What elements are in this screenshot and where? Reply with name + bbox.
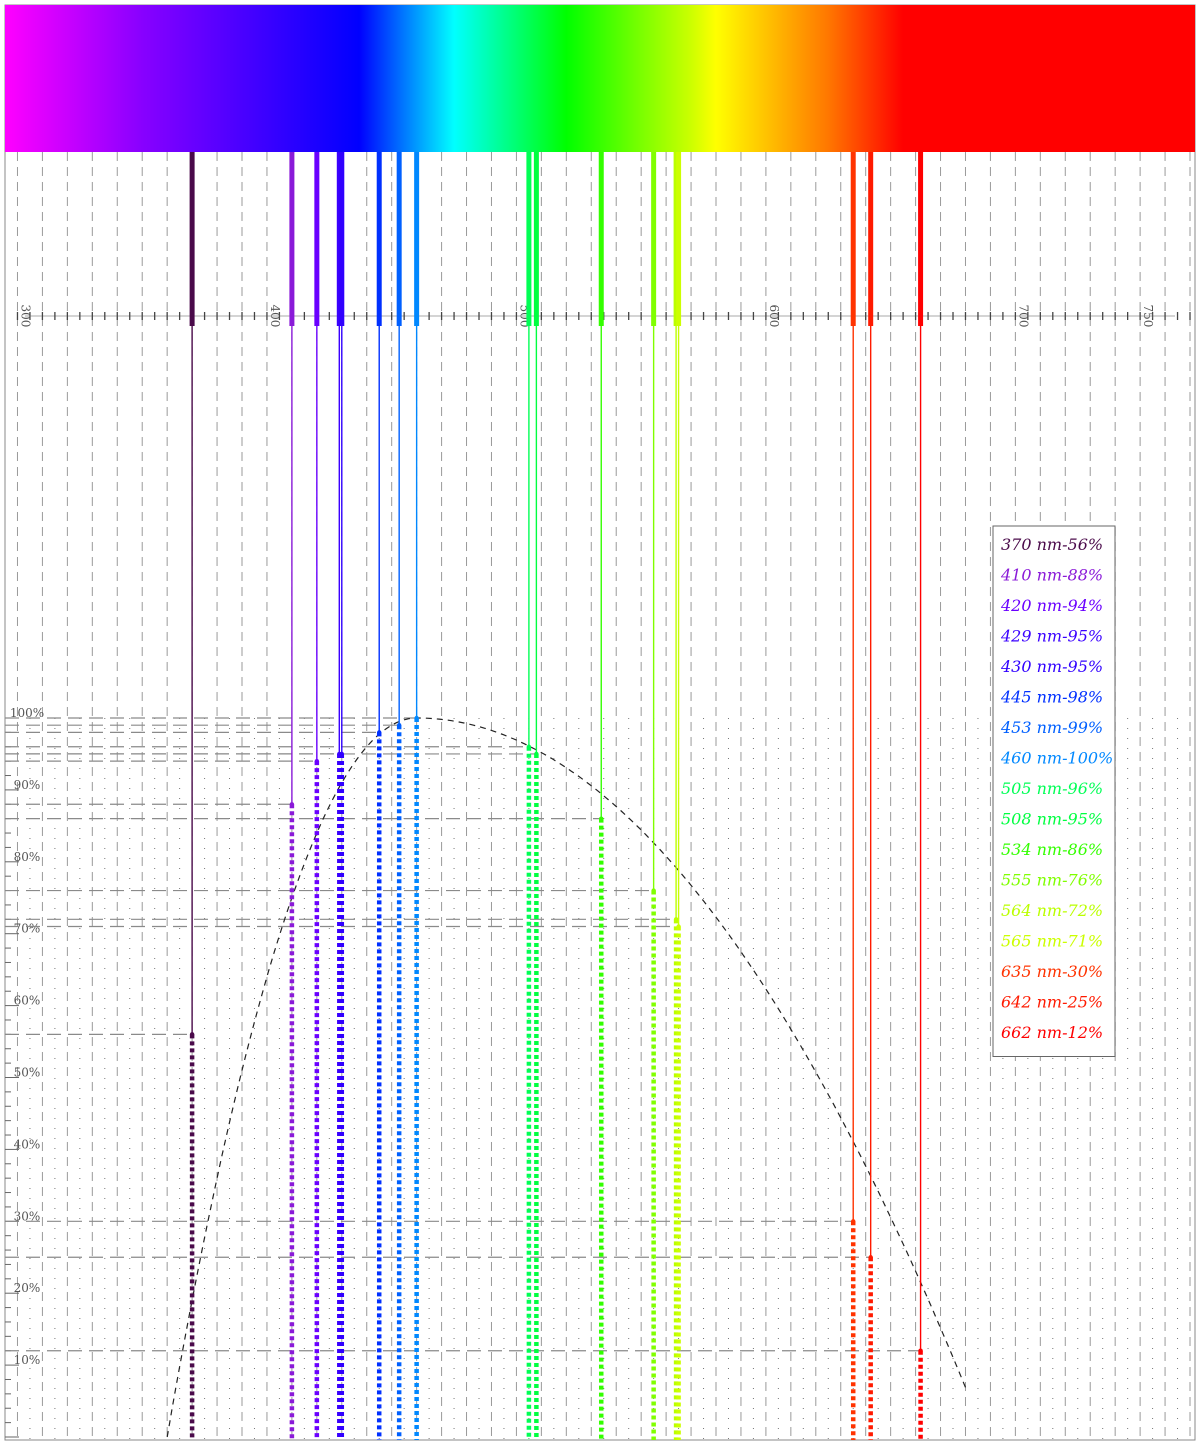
legend-box	[992, 525, 1116, 1057]
marker-point	[651, 888, 656, 893]
marker-point	[414, 715, 419, 721]
legend-entry: 635 nm-30%	[1001, 962, 1103, 981]
legend-entry: 445 nm-98%	[1000, 688, 1103, 707]
percent-guide-lines	[5, 717, 921, 1352]
legend-entry: 508 nm-95%	[1001, 810, 1103, 829]
marker-thick-line	[533, 152, 539, 326]
x-tick-label: 300	[18, 305, 32, 328]
y-tick-label: 80%	[14, 850, 41, 864]
marker-thick-line	[651, 152, 657, 326]
marker-point	[339, 751, 344, 757]
marker-thick-line	[598, 152, 604, 326]
spectrum-band	[5, 5, 1195, 152]
x-tick-label: 750	[1141, 305, 1155, 328]
spectrum-bar	[5, 5, 1195, 152]
marker-point	[534, 751, 539, 757]
legend-entry: 642 nm-25%	[1001, 993, 1103, 1012]
x-tick-label: 700	[1016, 305, 1030, 328]
marker-point	[377, 730, 382, 735]
legend-entry: 662 nm-12%	[1001, 1023, 1103, 1042]
legend-entry: 505 nm-96%	[1001, 779, 1103, 798]
marker-thick-line	[414, 152, 420, 326]
y-tick-label: 60%	[14, 994, 41, 1008]
y-tick-label: 70%	[14, 922, 41, 936]
y-tick-label: 50%	[14, 1066, 41, 1080]
marker-thick-line	[339, 152, 345, 326]
marker-point	[314, 758, 320, 764]
y-tick-label: 90%	[14, 778, 41, 792]
marker-thick-line	[850, 152, 856, 326]
marker-thick-line	[396, 152, 402, 326]
legend: 370 nm-56% 410 nm-88% 420 nm-94% 429 nm-95%…	[992, 525, 1116, 1057]
marker-point	[599, 816, 604, 821]
legend-entry: 453 nm-99%	[1000, 718, 1103, 737]
legend-entry: 370 nm-56%	[1001, 535, 1103, 554]
marker-point	[868, 1255, 873, 1260]
x-tick-label: 600	[767, 305, 781, 328]
legend-entry: 410 nm-88%	[1000, 566, 1103, 585]
legend-entry: 534 nm-86%	[1001, 840, 1103, 859]
marker-thick-line	[868, 152, 874, 326]
legend-entry: 420 nm-94%	[1000, 596, 1103, 615]
x-tick-label: 400	[268, 305, 282, 328]
marker-thick-line	[526, 152, 532, 326]
marker-thick-line	[376, 152, 382, 326]
y-tick-label: 10%	[14, 1353, 41, 1367]
legend-entry: 565 nm-71%	[1001, 932, 1103, 951]
y-tick-label: 100%	[10, 706, 44, 720]
marker-point	[396, 722, 402, 728]
marker-thick-line	[918, 152, 924, 326]
marker-point	[918, 1348, 923, 1353]
legend-entry: 429 nm-95%	[1000, 627, 1103, 646]
marker-thick-line	[676, 152, 682, 326]
marker-point	[676, 924, 681, 929]
marker-thick-line	[189, 152, 195, 326]
legend-entry: 430 nm-95%	[1000, 657, 1103, 676]
marker-point	[673, 917, 679, 922]
y-tick-label: 30%	[14, 1209, 41, 1223]
marker-thick-line	[314, 152, 320, 326]
marker-point	[189, 1032, 195, 1037]
marker-point	[289, 802, 295, 807]
legend-entry: 564 nm-72%	[1001, 901, 1103, 920]
marker-thick-line	[289, 152, 295, 326]
legend-entry: 460 nm-100%	[1000, 749, 1113, 768]
y-tick-label: 20%	[14, 1281, 41, 1295]
legend-entry: 555 nm-76%	[1001, 871, 1103, 890]
y-tick-label: 40%	[14, 1137, 41, 1151]
wavelength-markers	[189, 152, 924, 1440]
marker-point	[851, 1219, 856, 1224]
marker-point	[526, 744, 532, 749]
